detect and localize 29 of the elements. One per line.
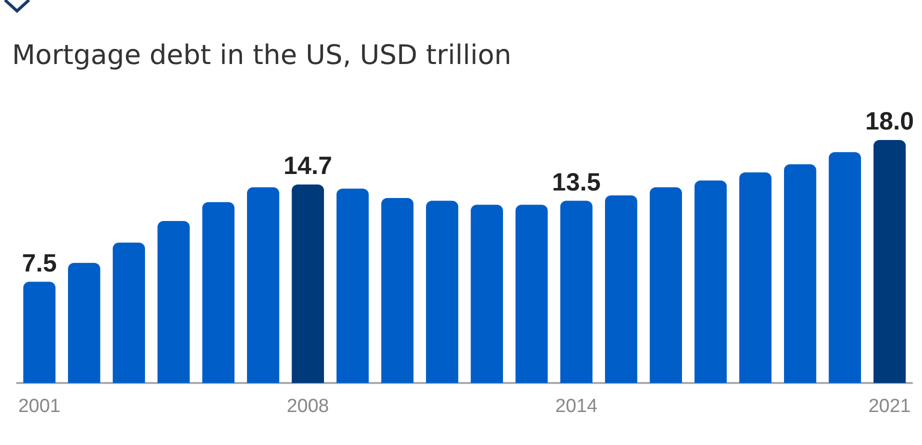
bar [336,188,369,383]
bar [381,198,414,383]
data-label: 7.5 [22,249,57,278]
data-label: 18.0 [865,108,914,136]
chart-title: Mortgage debt in the US, USD trillion [12,40,512,71]
x-tick-label: 2001 [18,396,61,417]
bar [784,164,816,383]
bar [874,140,906,383]
x-tick-label: 2014 [555,396,598,417]
bar [292,184,324,383]
bar [426,200,458,383]
bar [247,187,280,383]
bar [650,187,682,383]
bar [828,152,861,383]
x-tick-label: 2021 [868,396,911,417]
data-label: 13.5 [552,168,601,196]
bar [694,180,727,383]
bar [605,195,638,383]
bar [202,202,234,383]
bar [560,200,592,383]
bar [470,204,503,383]
x-tick-label: 2008 [286,396,330,417]
data-label: 14.7 [284,152,332,180]
bar [23,282,56,383]
bar [516,204,548,383]
bar [68,262,100,383]
bar [158,221,190,383]
bar [112,242,145,383]
bar [739,172,772,383]
